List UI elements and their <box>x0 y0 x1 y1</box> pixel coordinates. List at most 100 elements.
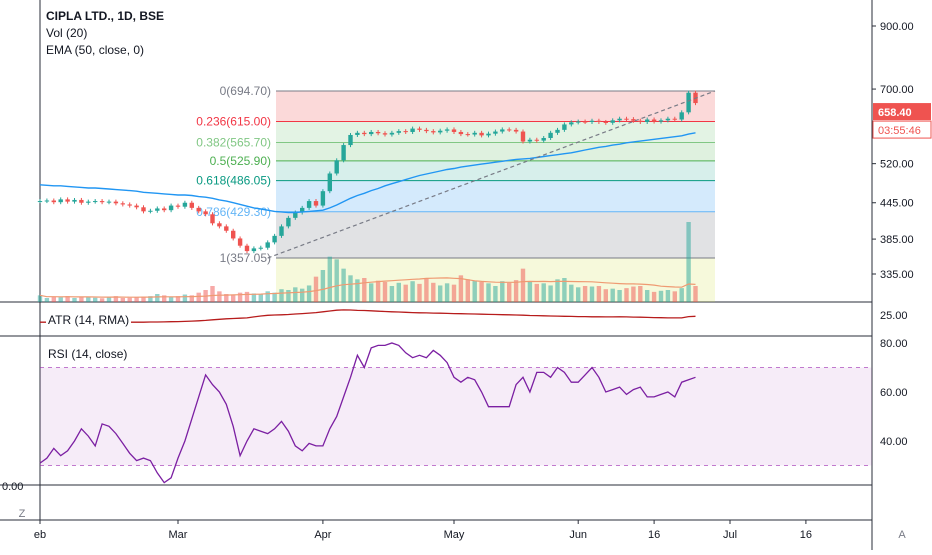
volume-bar <box>65 296 70 302</box>
candle-body <box>141 207 146 212</box>
candle-body <box>224 226 229 231</box>
candle-body <box>127 204 132 206</box>
candle-body <box>458 131 464 135</box>
fib-zone-5 <box>276 211 715 259</box>
candle-body <box>603 121 608 123</box>
fib-zone-3 <box>276 160 715 181</box>
candle-body <box>175 205 181 207</box>
volume-bar <box>293 287 298 302</box>
volume-bar <box>444 283 450 302</box>
symbol-title[interactable]: CIPLA LTD., 1D, BSE <box>46 9 165 23</box>
volume-bar <box>148 296 153 302</box>
candle-body <box>389 132 395 135</box>
time-tick-label-4: Jun <box>569 529 587 541</box>
candle-body <box>651 119 657 122</box>
volume-bar <box>72 298 77 302</box>
candle-body <box>410 128 415 132</box>
ema-path <box>39 132 696 214</box>
atr-pane <box>40 309 696 323</box>
volume-bar <box>196 292 201 302</box>
volume-bar <box>458 275 464 302</box>
volume-bar <box>438 285 443 302</box>
rsi-pane <box>39 342 872 484</box>
fibonacci-retracement[interactable]: 0(694.70) 0.236(615.00) 0.382(565.70) 0.5(5… <box>196 84 715 302</box>
candle-body <box>562 124 567 130</box>
candle-body <box>382 133 388 135</box>
volume-bar <box>624 288 629 302</box>
rsi-tick-label-0: 80.00 <box>880 338 908 350</box>
volume-bar <box>217 291 222 302</box>
volume-bar <box>79 297 84 302</box>
chart-legend: CIPLA LTD., 1D, BSE Vol (20) EMA (50, cl… <box>46 8 164 59</box>
trendline-dashed <box>267 90 716 259</box>
countdown-badge-text: 03:55:46 <box>878 125 921 137</box>
candle-body <box>72 199 77 202</box>
volume-bar <box>306 285 312 302</box>
rsi-indicator-label[interactable]: RSI (14, close) <box>46 347 130 361</box>
candle-body <box>451 129 457 132</box>
volume-bar <box>210 286 215 302</box>
time-tick-label-0: eb <box>34 529 46 541</box>
volume-bar <box>638 286 643 302</box>
volume-bar <box>693 286 698 302</box>
candle-body <box>51 200 56 203</box>
candle-body <box>355 132 360 135</box>
candle-body <box>99 201 105 203</box>
volume-bar <box>500 281 505 302</box>
time-tick-label-2: Apr <box>314 529 331 541</box>
zoom-icon: Z <box>19 508 26 520</box>
volume-bar <box>582 286 588 302</box>
volume-bar <box>134 297 139 302</box>
volume-bar <box>465 279 470 302</box>
fib-level-label-6: 1(357.05) <box>220 251 271 265</box>
volume-bar <box>645 290 650 302</box>
volume-indicator-label[interactable]: Vol (20) <box>46 26 88 40</box>
candle-body <box>493 131 498 134</box>
candle-body <box>624 118 629 120</box>
time-tick-label-1: Mar <box>169 529 188 541</box>
volume-bar <box>375 280 381 302</box>
volume-bar <box>231 295 236 302</box>
time-tick-label-6: Jul <box>723 529 737 541</box>
fib-level-label-2: 0.382(565.70) <box>196 136 271 150</box>
atr-indicator-label[interactable]: ATR (14, RMA) <box>46 313 132 327</box>
candle-body <box>203 211 208 215</box>
candle-body <box>582 121 588 123</box>
volume-bar <box>507 282 512 302</box>
candle-body <box>438 130 443 133</box>
volume-bar <box>555 279 560 302</box>
volume-bar <box>617 290 622 302</box>
trend-line[interactable] <box>267 90 716 259</box>
volume-bar <box>479 282 484 302</box>
candle-body <box>120 203 125 205</box>
volume-bar <box>562 278 567 302</box>
candle-body <box>507 129 512 131</box>
volume-bar <box>175 296 181 302</box>
ema-indicator-label[interactable]: EMA (50, close, 0) <box>46 43 145 57</box>
candle-body <box>679 112 684 120</box>
atr-line <box>40 309 696 323</box>
candle-body <box>431 131 436 133</box>
volume-bar <box>106 297 112 302</box>
volume-bar <box>355 279 360 302</box>
volume-bar <box>313 276 319 302</box>
candle-body <box>251 248 257 252</box>
fib-level-label-5: 0.786(429.30) <box>196 205 271 219</box>
candle-body <box>113 201 119 204</box>
candle-body <box>106 201 112 203</box>
volume-bar <box>258 294 263 302</box>
last-price-badge-text: 658.40 <box>878 107 912 119</box>
candle-body <box>665 118 671 121</box>
candle-body <box>486 133 491 136</box>
volume-bar <box>603 289 608 302</box>
volume-bar <box>362 278 367 302</box>
candle-body <box>589 120 595 122</box>
candle-body <box>631 119 636 121</box>
volume-bar <box>300 288 305 302</box>
volume-bar <box>113 296 119 302</box>
candle-body <box>300 207 305 213</box>
volume-bar <box>382 282 388 302</box>
candle-body <box>555 129 560 133</box>
